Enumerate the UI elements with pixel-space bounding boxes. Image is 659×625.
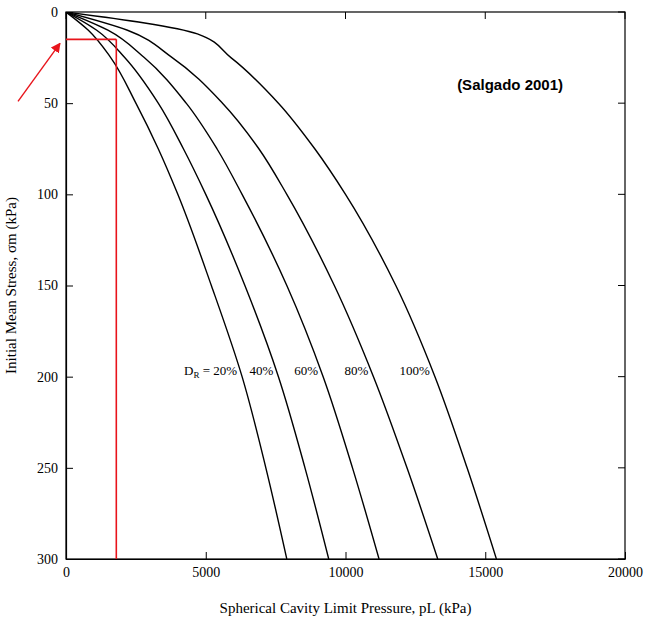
reference-line-v (116, 39, 118, 559)
y-tick-mark (66, 286, 73, 287)
x-tick-label: 5000 (192, 565, 220, 580)
y-tick-mark-right (618, 12, 625, 13)
y-axis: 0 50 100 150 200 250 300 (37, 5, 73, 567)
y-tick: 50 (44, 96, 73, 111)
y-tick-mark-right (618, 376, 625, 377)
y-axis-title: Initial Mean Stress, σm (kPa) (3, 197, 20, 374)
y-tick: 150 (37, 278, 73, 293)
curve-label: 60% (294, 363, 318, 378)
y-tick-mark (66, 377, 73, 378)
curve-label: DR = 20% (184, 363, 237, 380)
curve-label: 100% (400, 363, 431, 378)
annotations (18, 39, 116, 559)
y-tick-mark (66, 194, 73, 195)
mirror-ticks (66, 12, 625, 559)
y-tick-mark-right (618, 194, 625, 195)
x-tick: 20000 (608, 552, 643, 580)
curve (66, 12, 496, 559)
y-tick: 100 (37, 187, 73, 202)
curve (66, 12, 329, 559)
curve-labels: DR = 20% 40% 60% 80% 100% (184, 363, 430, 380)
chart-title: (Salgado 2001) (457, 76, 563, 93)
curve (66, 12, 438, 559)
y-tick-mark-right (618, 103, 625, 104)
y-tick-label: 200 (37, 370, 58, 385)
x-axis: 0 5000 10000 15000 20000 (63, 552, 643, 580)
y-tick-mark (66, 468, 73, 469)
curve (66, 12, 379, 559)
y-tick-label: 250 (37, 461, 58, 476)
x-tick-label: 20000 (608, 565, 643, 580)
plot-area (66, 12, 496, 559)
x-tick-mark (485, 552, 486, 559)
y-tick-label: 100 (37, 187, 58, 202)
x-axis-line (67, 559, 626, 560)
curve-label: 40% (250, 363, 274, 378)
curve-label: 80% (345, 363, 369, 378)
x-tick-mark-top (205, 12, 206, 19)
x-tick-label: 0 (63, 565, 70, 580)
y-tick-label: 300 (37, 552, 58, 567)
curve (66, 12, 287, 559)
y-tick-mark-right (618, 559, 625, 560)
x-tick: 15000 (468, 552, 503, 580)
y-tick-mark (66, 103, 73, 104)
y-tick: 200 (37, 370, 73, 385)
y-tick-label: 0 (51, 5, 58, 20)
y-tick-mark-right (618, 467, 625, 468)
x-tick: 10000 (329, 552, 364, 580)
x-tick-mark-top (485, 12, 486, 19)
chart: 0 5000 10000 15000 20000 0 50 100 150 200 250 300 DR… (0, 0, 659, 625)
x-tick-mark (346, 552, 347, 559)
plot-frame (66, 12, 625, 559)
y-tick: 300 (37, 552, 73, 567)
x-tick-mark (206, 552, 207, 559)
x-axis-title: Spherical Cavity Limit Pressure, pL (kPa… (220, 600, 472, 617)
y-tick-mark-right (618, 285, 625, 286)
arrow (18, 43, 60, 101)
x-tick-label: 10000 (329, 565, 364, 580)
x-tick: 5000 (192, 552, 220, 580)
y-tick-label: 150 (37, 278, 58, 293)
y-tick-mark (66, 559, 73, 560)
x-tick-mark-top (625, 12, 626, 19)
y-tick-label: 50 (44, 96, 58, 111)
x-tick-label: 15000 (468, 565, 503, 580)
x-tick-mark (625, 552, 626, 559)
x-tick-mark-top (345, 12, 346, 19)
y-tick: 250 (37, 461, 73, 476)
reference-line-h (66, 39, 116, 41)
